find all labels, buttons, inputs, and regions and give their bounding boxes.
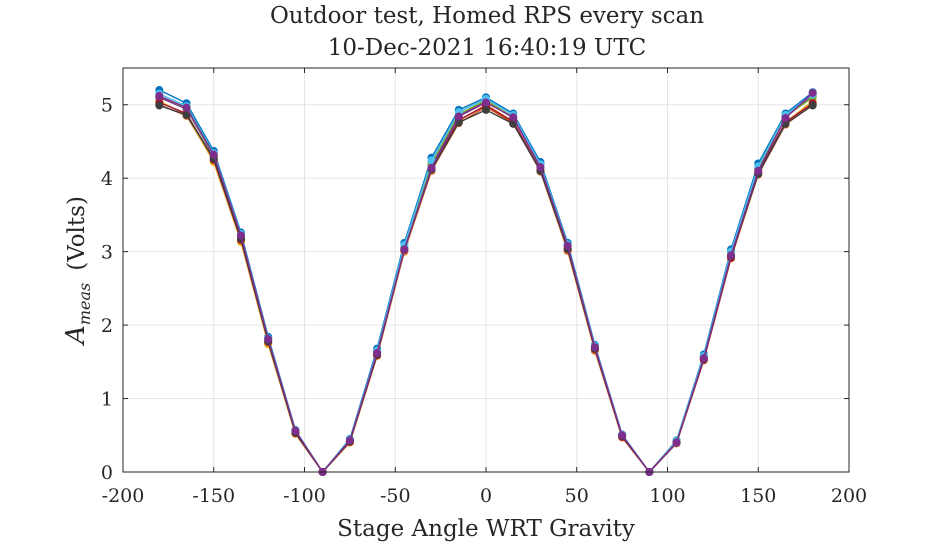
x-tick-label-8: 200 [831, 485, 867, 507]
chart-title-line-1: Outdoor test, Homed RPS every scan [270, 3, 704, 29]
data-point [400, 245, 409, 254]
data-point [264, 335, 273, 344]
x-tick-label-2: -100 [283, 485, 326, 507]
data-point [590, 343, 599, 352]
data-point [427, 156, 436, 165]
x-tick-label-1: -150 [192, 485, 235, 507]
y-axis-label-subscript: meas [75, 283, 94, 325]
data-point [672, 438, 681, 447]
data-point [781, 113, 790, 122]
y-axis-label: Ameas (Volts) [61, 196, 94, 346]
data-point [618, 431, 627, 440]
data-point [209, 150, 218, 159]
chart-title-line-2: 10-Dec-2021 16:40:19 UTC [328, 35, 647, 61]
data-point [155, 91, 164, 100]
x-tick-label-7: 150 [740, 485, 776, 507]
x-tick-label-0: -200 [102, 485, 145, 507]
data-point [808, 88, 817, 97]
x-tick-label-5: 50 [565, 485, 589, 507]
series-layer [155, 86, 817, 476]
data-point [345, 436, 354, 445]
data-point [182, 103, 191, 112]
y-tick-label-4: 4 [101, 168, 113, 190]
data-point [373, 349, 382, 357]
tick-labels: -200 -150 -100 -50 0 50 100 150 200 0 1 2 3 4 5 [101, 95, 867, 507]
y-tick-label-3: 3 [101, 242, 113, 264]
y-axis-label-main: A [61, 325, 91, 346]
data-point [536, 163, 545, 172]
series-8 [155, 88, 817, 476]
y-tick-label-2: 2 [101, 315, 113, 337]
data-point [482, 105, 490, 114]
axes [122, 67, 850, 473]
data-point [427, 163, 436, 172]
data-point [236, 231, 245, 240]
x-tick-label-4: 0 [480, 485, 492, 507]
data-point [182, 111, 191, 120]
data-point [727, 251, 736, 260]
y-tick-label-5: 5 [101, 95, 113, 117]
data-point [563, 241, 572, 250]
data-point [754, 166, 763, 175]
data-point [699, 354, 708, 363]
x-tick-label-6: 100 [649, 485, 685, 507]
y-tick-label-0: 0 [101, 462, 113, 484]
data-point [155, 101, 164, 110]
y-axis-label-units: (Volts) [64, 196, 90, 271]
x-axis-label: Stage Angle WRT Gravity [337, 516, 635, 542]
data-point [291, 426, 300, 435]
y-tick-label-1: 1 [101, 389, 113, 411]
x-tick-label-3: -50 [380, 485, 411, 507]
data-point [482, 98, 490, 107]
data-point [509, 113, 518, 122]
data-point [454, 112, 463, 121]
grid-lines [122, 68, 850, 473]
data-point [808, 101, 817, 110]
